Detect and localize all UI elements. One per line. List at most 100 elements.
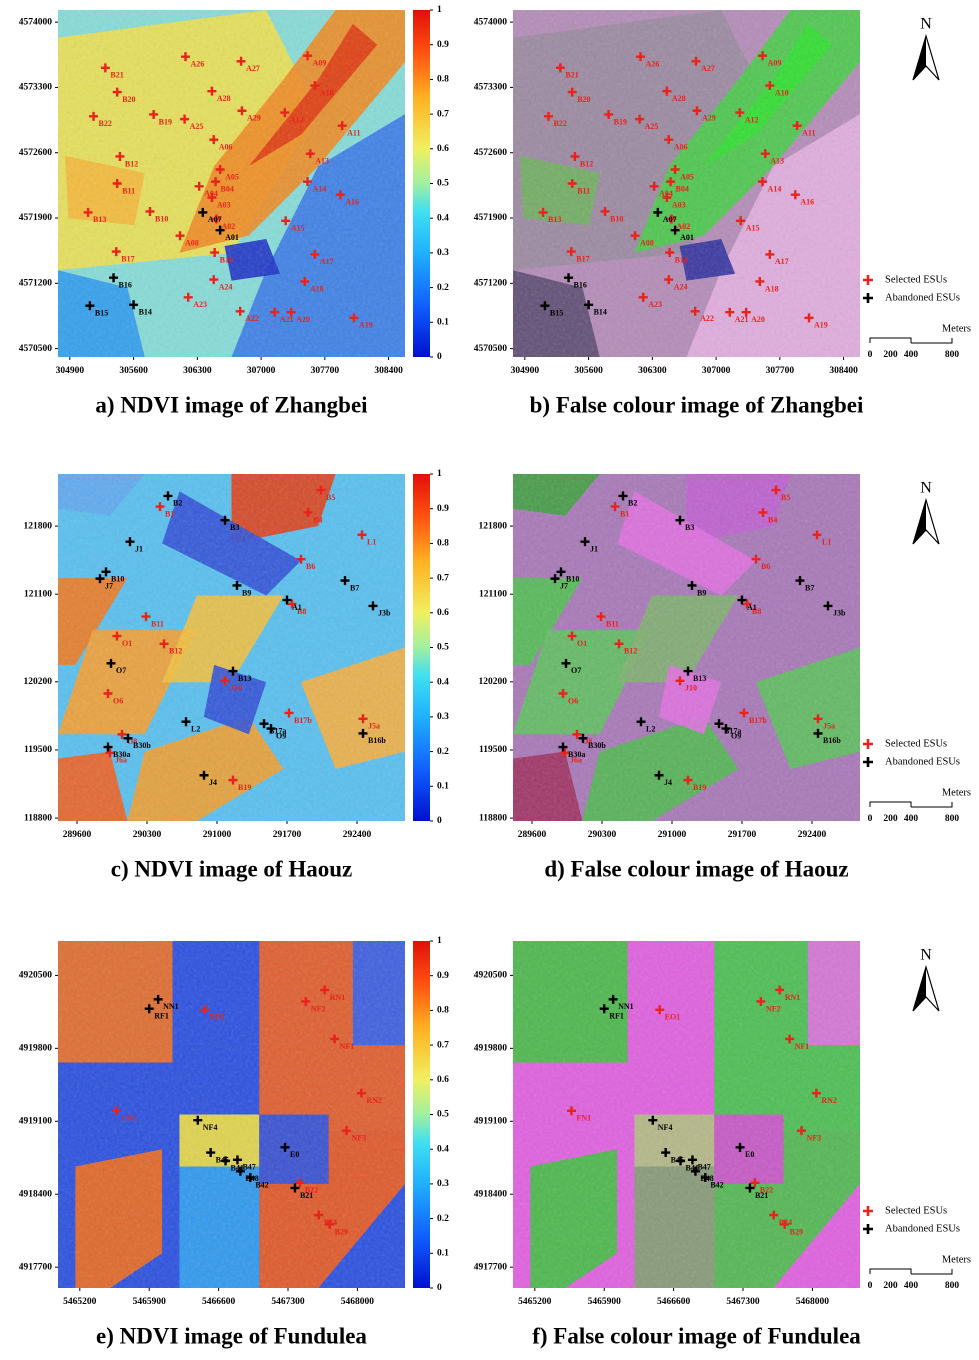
- colorbar-tick-label: 0.4: [437, 677, 449, 687]
- scale-tick-label: 800: [945, 350, 960, 360]
- scale-tick-label: 0: [868, 814, 873, 824]
- esu-label: NF3: [352, 1133, 367, 1142]
- esu-label: B1: [165, 509, 174, 518]
- esu-label: B30a: [568, 750, 585, 759]
- esu-label: NN1: [163, 1002, 179, 1011]
- colorbar-tick-label: 0.9: [437, 40, 449, 50]
- colorbar-tick-label: 0.2: [437, 747, 449, 757]
- esu-label: B3: [685, 523, 694, 532]
- esu-label: NF4: [203, 1123, 218, 1132]
- esu-label: NN1: [618, 1002, 634, 1011]
- scale-tick-label: 200: [883, 814, 898, 824]
- esu-label: L2: [191, 725, 200, 734]
- y-tick-label: 4919100: [474, 1116, 508, 1126]
- legend-label: Selected ESUs: [885, 274, 947, 285]
- map-panel: [58, 941, 405, 1288]
- esu-label: B17b: [749, 716, 767, 725]
- scale-tick-label: 0: [868, 1281, 873, 1291]
- y-tick-label: 4917700: [474, 1262, 508, 1272]
- esu-label: A16: [345, 198, 359, 207]
- colorbar-tick-label: 0.3: [437, 248, 449, 258]
- esu-label: A11: [347, 128, 360, 137]
- esu-label: A29: [247, 114, 261, 123]
- esu-label: B21: [565, 71, 578, 80]
- esu-label: A26: [191, 59, 205, 68]
- y-tick-label: 4571900: [474, 213, 508, 223]
- esu-label: B04: [221, 184, 234, 193]
- legend-marker: [863, 293, 873, 303]
- esu-label: A05: [680, 172, 694, 181]
- x-tick-label: 5466600: [202, 1297, 236, 1307]
- colorbar-tick-label: 0.2: [437, 283, 449, 293]
- esu-label: B13: [238, 674, 251, 683]
- esu-label: B30b: [588, 741, 606, 750]
- esu-label: A23: [193, 300, 207, 309]
- esu-label: B5: [326, 493, 335, 502]
- colorbar-tick-label: 1: [437, 5, 442, 15]
- esu-label: A26: [646, 59, 660, 68]
- esu-label: B16b: [368, 736, 386, 745]
- esu-label: A03: [217, 200, 231, 209]
- legend-marker: [863, 275, 873, 285]
- esu-label: B4: [768, 515, 777, 524]
- colorbar-tick-label: 0.6: [437, 608, 449, 618]
- esu-label: A09: [768, 59, 782, 68]
- esu-label: B10: [610, 214, 623, 223]
- colorbar: [413, 474, 430, 821]
- x-tick-label: 289600: [63, 830, 92, 840]
- colorbar-tick-label: 0.8: [437, 539, 449, 549]
- esu-label: O1: [577, 639, 587, 648]
- esu-label: J10: [685, 684, 697, 693]
- colorbar-tick-label: 0.1: [437, 1248, 449, 1258]
- colorbar-tick-label: 0.2: [437, 1214, 449, 1224]
- legend-label: Abandoned ESUs: [885, 1223, 960, 1234]
- esu-label: B1: [620, 509, 629, 518]
- esu-label: A06: [219, 142, 233, 151]
- esu-label: L2: [646, 725, 655, 734]
- scale-bar: [870, 1269, 952, 1274]
- colorbar-tick-label: 0.4: [437, 1144, 449, 1154]
- esu-label: J3b: [378, 609, 391, 618]
- y-tick-label: 4574000: [474, 17, 508, 27]
- esu-label: FN1: [576, 1114, 591, 1123]
- scale-tick-label: 0: [868, 350, 873, 360]
- colorbar-tick-label: 0.5: [437, 1110, 449, 1120]
- colorbar-tick-label: 0.3: [437, 1179, 449, 1189]
- esu-label: A07: [208, 215, 222, 224]
- esu-label: B11: [606, 619, 619, 628]
- esu-label: A15: [291, 224, 305, 233]
- legend-label: Abandoned ESUs: [885, 292, 960, 303]
- esu-label: A18: [310, 284, 324, 293]
- y-tick-label: 119500: [24, 745, 52, 755]
- esu-label: RN1: [330, 993, 346, 1002]
- legend-label: Selected ESUs: [885, 738, 947, 749]
- esu-label: B19: [693, 783, 706, 792]
- esu-label: A07: [663, 215, 677, 224]
- y-tick-label: 121100: [24, 589, 52, 599]
- esu-label: O7: [116, 666, 126, 675]
- x-tick-label: 307700: [766, 366, 795, 376]
- esu-label: NF1: [340, 1042, 355, 1051]
- esu-label: A17: [320, 257, 334, 266]
- x-tick-label: 5466600: [657, 1297, 691, 1307]
- figure: B21A26A27A09B20A28A10B22B19A25A29A12A11B…: [0, 0, 979, 1360]
- esu-label: A03: [672, 200, 686, 209]
- caption: b) False colour image of Zhangbei: [530, 392, 864, 417]
- colorbar-tick-label: 0.5: [437, 179, 449, 189]
- y-tick-label: 4573300: [474, 83, 508, 93]
- esu-label: A14: [313, 184, 327, 193]
- esu-label: B04: [676, 184, 689, 193]
- esu-label: A20: [296, 315, 310, 324]
- x-tick-label: 308400: [374, 366, 403, 376]
- y-tick-label: 118800: [479, 813, 507, 823]
- y-tick-label: 119500: [479, 745, 507, 755]
- esu-label: B10: [566, 575, 579, 584]
- esu-label: NF4: [658, 1123, 673, 1132]
- esu-label: A16: [800, 198, 814, 207]
- esu-label: B10: [111, 575, 124, 584]
- esu-label: A20: [751, 315, 765, 324]
- esu-label: J1: [590, 544, 598, 553]
- esu-label: A10: [320, 88, 334, 97]
- y-tick-label: 4920500: [474, 971, 508, 981]
- y-tick-label: 4574000: [19, 17, 53, 27]
